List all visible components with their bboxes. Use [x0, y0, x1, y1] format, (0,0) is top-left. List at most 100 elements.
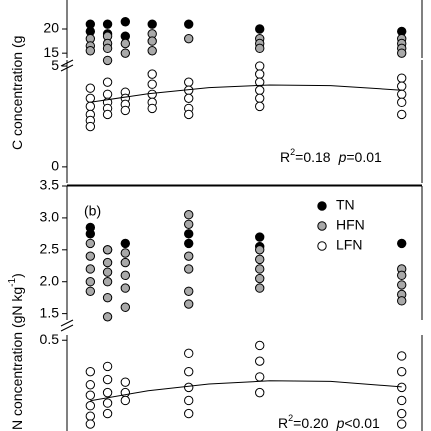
point	[255, 245, 265, 255]
point	[255, 340, 265, 351]
point	[397, 280, 407, 290]
fit-line	[90, 84, 402, 103]
point	[184, 219, 194, 229]
point	[397, 395, 407, 406]
point	[147, 103, 157, 114]
fit-annotation: R2=0.18 p=0.01	[280, 147, 382, 164]
y-tick-label: 20	[43, 20, 59, 36]
point	[397, 270, 407, 281]
point	[85, 83, 96, 93]
point	[85, 419, 96, 429]
point	[184, 348, 194, 359]
point	[85, 229, 96, 239]
fit-annotation-part: 2	[288, 413, 293, 423]
point	[85, 366, 96, 377]
point	[255, 101, 265, 112]
panel-label: (b)	[84, 203, 101, 219]
y-axis-label-part: N concentration (gN kg	[9, 287, 25, 430]
point	[120, 395, 131, 406]
point	[85, 93, 96, 104]
fit-annotation: R2=0.20 p<0.01	[278, 413, 380, 430]
point	[147, 69, 157, 79]
y-axis-label: C concentration (g	[9, 36, 25, 150]
point	[147, 46, 157, 56]
point	[120, 257, 131, 268]
point	[255, 283, 265, 293]
point	[102, 387, 113, 398]
point	[85, 401, 96, 411]
point	[397, 81, 407, 91]
point	[147, 19, 157, 29]
point	[255, 232, 265, 242]
point	[102, 77, 113, 87]
point	[120, 17, 131, 27]
point	[102, 267, 113, 277]
point	[102, 408, 113, 419]
legend-marker	[317, 241, 327, 251]
y-tick-label: 2.0	[40, 272, 60, 288]
point	[120, 238, 131, 249]
point	[255, 69, 265, 79]
point	[255, 387, 265, 398]
y-axis-label-part: C concentration (g	[9, 36, 25, 150]
fit-annotation-part: =0.18	[295, 149, 331, 165]
point	[85, 251, 96, 261]
point	[102, 398, 113, 408]
point	[397, 109, 407, 120]
y-axis-label-part: )	[9, 273, 25, 278]
y-tick-label: 2.5	[40, 241, 60, 257]
point	[147, 89, 157, 99]
point	[397, 408, 407, 419]
point	[184, 33, 194, 44]
legend-label: HFN	[336, 217, 365, 233]
point	[85, 286, 96, 296]
fit-annotation-part: R	[278, 415, 288, 431]
point	[184, 264, 194, 274]
point	[397, 351, 407, 361]
point	[102, 257, 113, 268]
point	[184, 210, 194, 220]
point	[120, 270, 131, 281]
point	[120, 48, 131, 58]
point	[120, 105, 131, 116]
point	[255, 93, 265, 104]
point	[85, 380, 96, 390]
point	[102, 374, 113, 385]
point	[184, 77, 194, 87]
point	[102, 245, 113, 255]
point	[255, 24, 265, 34]
point	[102, 89, 113, 99]
point	[397, 382, 407, 393]
point	[397, 97, 407, 108]
y-tick-label: 5	[51, 57, 59, 73]
fit-annotation-part: R	[280, 149, 290, 165]
point	[397, 296, 407, 306]
point	[184, 19, 194, 29]
point	[147, 36, 157, 46]
point	[120, 38, 131, 49]
point	[85, 46, 96, 56]
point	[184, 299, 194, 309]
y-tick-label: 15	[43, 44, 59, 60]
point	[184, 395, 194, 406]
fit-annotation-part: =0.20	[293, 415, 329, 431]
point	[85, 390, 96, 400]
point	[147, 79, 157, 89]
point	[85, 121, 96, 132]
point	[184, 408, 194, 419]
legend-label: LFN	[336, 237, 362, 253]
point	[120, 248, 131, 258]
fit-annotation-part: <0.01	[344, 415, 380, 431]
point	[397, 419, 407, 429]
point	[184, 238, 194, 249]
point	[102, 312, 113, 322]
fit-line	[90, 380, 402, 402]
y-tick-label: 0.5	[40, 331, 60, 347]
fit-annotation-part: p	[336, 415, 345, 431]
point	[255, 273, 265, 284]
point	[102, 43, 113, 54]
point	[397, 366, 407, 377]
point	[102, 292, 113, 303]
point	[184, 93, 194, 104]
point	[85, 411, 96, 421]
